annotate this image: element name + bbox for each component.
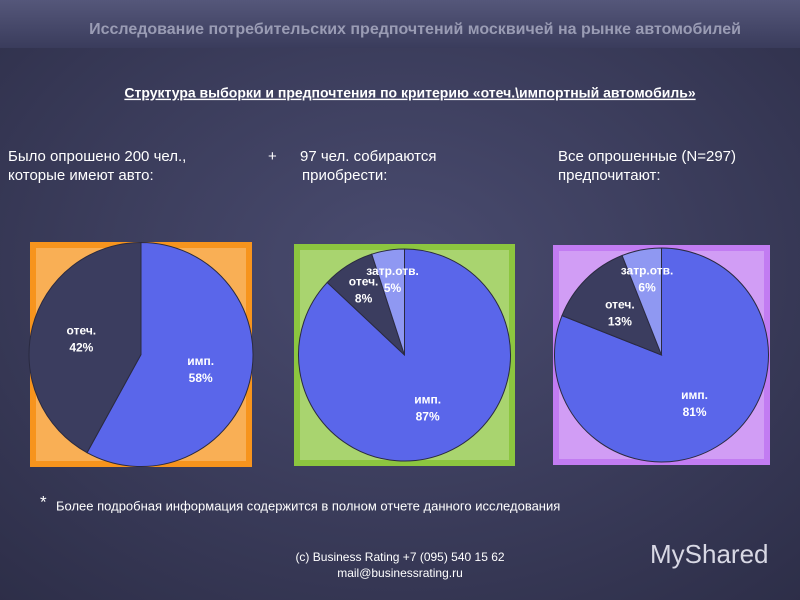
slice-value: 13% bbox=[608, 315, 632, 329]
column-text: предпочитают: bbox=[558, 167, 661, 184]
slice-label: отеч. bbox=[605, 298, 635, 312]
subtitle: Структура выборки и предпочтения по крит… bbox=[124, 85, 695, 101]
watermark: MyShared bbox=[650, 539, 769, 569]
header-bar bbox=[0, 0, 800, 48]
footer: (c) Business Rating +7 (095) 540 15 62 bbox=[295, 550, 504, 564]
plus: + bbox=[268, 148, 277, 165]
column-text: Было опрошено 200 чел., bbox=[8, 148, 186, 165]
slice-value: 58% bbox=[189, 371, 213, 385]
slice-value: 5% bbox=[384, 281, 402, 295]
slice-value: 42% bbox=[69, 340, 93, 354]
pie-slice bbox=[28, 241, 142, 454]
slice-value: 8% bbox=[355, 292, 373, 306]
pie-slice bbox=[561, 254, 663, 356]
slice-value: 81% bbox=[683, 405, 707, 419]
slice-label: отеч. bbox=[67, 323, 97, 337]
pie-slice bbox=[86, 241, 254, 467]
footer: mail@businessrating.ru bbox=[337, 566, 463, 580]
slice-value: 6% bbox=[638, 280, 656, 294]
slice-label: отеч. bbox=[349, 275, 379, 289]
pie-slice bbox=[371, 248, 405, 356]
column-text: 97 чел. собираются bbox=[300, 148, 437, 165]
slice-value: 87% bbox=[416, 410, 440, 424]
header: Исследование потребительских предпочтени… bbox=[89, 21, 741, 38]
slice-label: затр.отв. bbox=[366, 264, 419, 278]
pie-slice bbox=[621, 247, 662, 356]
column-text: приобрести: bbox=[302, 167, 387, 184]
footnote: Более подробная информация содержится в … bbox=[56, 498, 560, 513]
slice-label: затр.отв. bbox=[621, 263, 674, 277]
slice-label: имп. bbox=[187, 354, 214, 368]
column-text: Все опрошенные (N=297) bbox=[558, 148, 736, 165]
slice-label: имп. bbox=[414, 393, 441, 407]
slice-label: имп. bbox=[681, 388, 708, 402]
footnote-mark: * bbox=[40, 492, 47, 511]
column-text: которые имеют авто: bbox=[8, 167, 154, 184]
